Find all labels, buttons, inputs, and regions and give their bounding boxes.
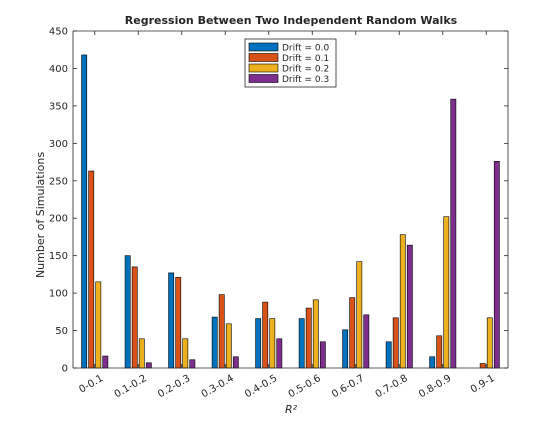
bar: [145, 362, 152, 369]
y-tick-label: 400: [49, 64, 68, 75]
bar: [88, 170, 95, 369]
y-tick-label: 350: [49, 101, 68, 112]
y-tick-label: 200: [49, 214, 68, 225]
x-tick-label: 0.7-0.8: [374, 373, 410, 400]
bar: [124, 255, 131, 369]
bar: [269, 318, 276, 369]
bar: [102, 355, 109, 369]
bar: [211, 316, 218, 369]
legend-label: Drift = 0.2: [282, 65, 329, 75]
bar: [298, 318, 305, 369]
bar: [218, 294, 225, 369]
bar: [436, 335, 443, 369]
y-tick-label: 100: [49, 289, 68, 300]
bar: [450, 98, 457, 369]
legend-label: Drift = 0.3: [282, 75, 329, 85]
bar: [342, 329, 349, 369]
bar: [276, 338, 283, 369]
x-tick-label: 0-0.1: [77, 373, 105, 395]
y-tick-label: 250: [49, 176, 68, 187]
bar: [429, 356, 436, 369]
legend-swatch: [248, 63, 279, 73]
x-tick-label: 0.1-0.2: [113, 373, 149, 400]
bar: [319, 341, 326, 369]
x-tick-label: 0.2-0.3: [156, 373, 192, 400]
bar: [262, 301, 269, 369]
bar: [255, 318, 262, 369]
bar: [305, 307, 312, 369]
bar: [168, 272, 175, 369]
bar: [81, 54, 88, 369]
bar: [349, 297, 356, 369]
chart-title: Regression Between Two Independent Rando…: [125, 14, 458, 27]
bar: [356, 261, 363, 369]
y-tick-label: 0: [62, 364, 68, 375]
legend-swatch: [248, 53, 279, 62]
bar: [312, 299, 319, 369]
bar: [131, 266, 138, 369]
bar: [385, 341, 392, 369]
x-tick-label: 0.5-0.6: [287, 373, 323, 400]
bar: [443, 216, 450, 369]
bar: [182, 338, 189, 369]
y-tick-label: 300: [49, 139, 68, 150]
bar: [225, 323, 232, 369]
bar: [363, 314, 370, 369]
legend-swatch: [248, 42, 279, 52]
x-tick-label: 0.6-0.7: [330, 373, 366, 400]
bar: [493, 161, 500, 369]
y-tick-label: 450: [49, 27, 68, 38]
bar: [232, 356, 239, 369]
legend-label: Drift = 0.0: [282, 44, 330, 54]
x-tick-label: 0.9-1: [469, 373, 497, 395]
y-tick-label: 50: [55, 326, 68, 337]
x-tick-label: 0.3-0.4: [200, 373, 236, 400]
x-axis-label: R²: [285, 403, 298, 416]
x-tick-label: 0.4-0.5: [243, 373, 279, 400]
bar: [399, 234, 406, 369]
bar: [175, 277, 182, 369]
y-tick-label: 150: [49, 251, 68, 262]
bar: [406, 244, 413, 369]
legend-swatch: [248, 74, 279, 83]
bar: [189, 359, 196, 369]
bar: [479, 363, 486, 369]
x-tick-label: 0.8-0.9: [417, 373, 453, 400]
bar: [486, 317, 493, 369]
bar: [95, 281, 102, 369]
y-axis-label: Number of Simulations: [34, 152, 47, 278]
legend-label: Drift = 0.1: [282, 54, 329, 64]
bar: [392, 317, 399, 369]
bar: [138, 338, 145, 369]
